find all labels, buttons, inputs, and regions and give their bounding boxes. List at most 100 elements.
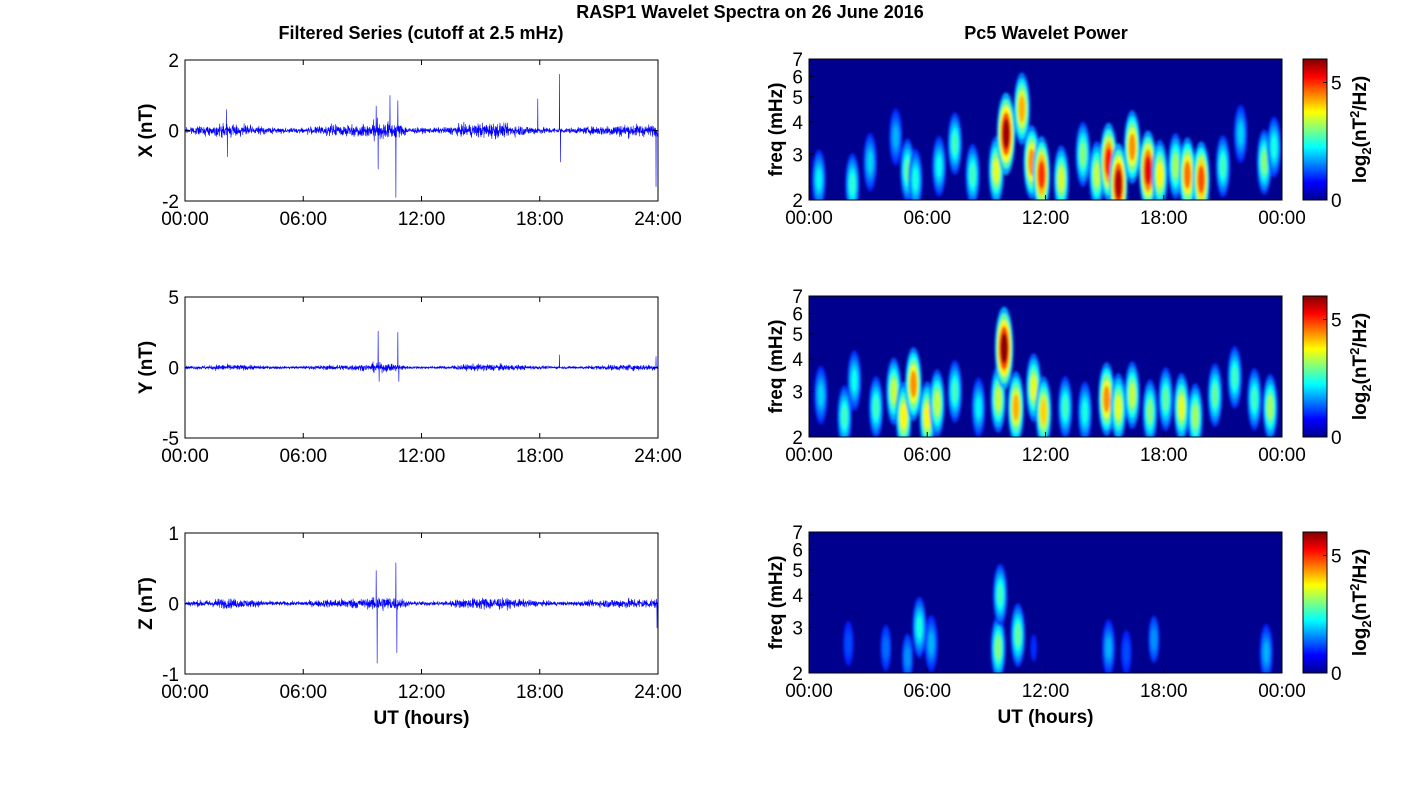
y-tick-label: 0 xyxy=(168,595,179,616)
colorbar-gradient xyxy=(1302,295,1328,438)
y-tick-label: 3 xyxy=(792,618,803,639)
power-contour xyxy=(1062,396,1069,419)
power-blob xyxy=(814,366,828,425)
power-blob xyxy=(1032,136,1051,200)
power-contour xyxy=(1263,641,1269,663)
power-contour xyxy=(1031,638,1037,658)
power-blob xyxy=(932,136,947,197)
power-contour xyxy=(1146,399,1153,424)
power-blob xyxy=(1227,346,1242,409)
power-contour xyxy=(1151,628,1157,650)
power-blob xyxy=(1110,373,1127,437)
power-contour xyxy=(1030,375,1037,401)
x-axis-label: UT (hours) xyxy=(373,708,469,729)
power-blob xyxy=(905,347,922,421)
power-blob xyxy=(1123,110,1141,184)
power-blob xyxy=(880,624,892,671)
filtered-series-panels: -2 0 2 00:00 06:00 12:00 18:00 24:00 X (nT) -5 0 5 0… xyxy=(136,51,682,729)
power-contour xyxy=(916,616,923,639)
power-blob xyxy=(1142,379,1158,437)
power-blob xyxy=(1058,376,1073,437)
y-tick-label: 2 xyxy=(168,51,179,72)
x-tick-label: 12:00 xyxy=(1022,681,1070,702)
y-axis-label: X (nT) xyxy=(136,104,157,158)
power-contour xyxy=(816,168,822,191)
y-tick-label: 1 xyxy=(168,524,179,545)
series-panel-x: -2 0 2 00:00 06:00 12:00 18:00 24:00 X (nT) xyxy=(136,51,682,230)
power-blob xyxy=(908,149,923,200)
power-blob xyxy=(1207,363,1223,427)
power-blob xyxy=(1233,104,1248,163)
power-contour xyxy=(1178,394,1185,421)
x-tick-label: 06:00 xyxy=(903,681,951,702)
y-tick-label: 0 xyxy=(168,122,179,143)
power-contour xyxy=(849,172,856,196)
power-contour xyxy=(1129,382,1136,408)
x-axis-label: UT (hours) xyxy=(997,707,1093,728)
power-contour xyxy=(1156,162,1164,188)
power-contour xyxy=(1192,404,1199,429)
power-blob xyxy=(843,621,854,666)
power-blob xyxy=(996,92,1016,176)
power-blob xyxy=(1173,373,1190,437)
x-tick-label: 18:00 xyxy=(516,446,564,467)
y-tick-label: 3 xyxy=(792,382,803,403)
power-blob xyxy=(837,385,852,437)
power-blob xyxy=(868,376,884,437)
y-tick-label: 2 xyxy=(792,191,803,212)
power-contour xyxy=(1183,161,1191,189)
y-tick-label: 0 xyxy=(168,359,179,380)
power-blob xyxy=(1178,137,1196,200)
power-blob xyxy=(990,615,1006,673)
x-tick-label: 00:00 xyxy=(785,208,833,229)
y-tick-label: 5 xyxy=(792,88,803,109)
x-tick-label: 12:00 xyxy=(1022,445,1070,466)
x-tick-label: 24:00 xyxy=(634,446,682,467)
colorbar-tick-label: 5 xyxy=(1331,547,1342,568)
power-contour xyxy=(1251,387,1258,411)
power-blob xyxy=(1030,634,1038,662)
power-contour xyxy=(1237,123,1244,145)
power-contour xyxy=(995,635,1002,660)
y-tick-label: 5 xyxy=(792,325,803,346)
series-panel-y: -5 0 5 00:00 06:00 12:00 18:00 24:00 Y (nT) xyxy=(136,288,682,467)
spectrum-background xyxy=(809,532,1282,673)
y-tick-label: 3 xyxy=(792,145,803,166)
y-axis-label: freq (mHz) xyxy=(766,556,787,650)
power-contour xyxy=(951,132,958,156)
y-tick-label: 2 xyxy=(792,664,803,685)
power-contour xyxy=(818,384,824,406)
y-tick-label: 7 xyxy=(792,523,803,544)
power-contour xyxy=(924,403,931,430)
colorbar-tick-label: 5 xyxy=(1331,311,1342,332)
x-tick-label: 18:00 xyxy=(1140,445,1188,466)
power-contour xyxy=(1105,637,1112,659)
power-contour xyxy=(910,370,917,398)
power-contour xyxy=(1014,623,1021,647)
power-contour xyxy=(1082,400,1088,424)
power-contour xyxy=(1040,398,1047,425)
x-tick-label: 00:00 xyxy=(161,209,209,230)
power-contour xyxy=(1018,95,1026,123)
power-blob xyxy=(1010,603,1026,667)
power-contour xyxy=(890,378,897,404)
power-blob xyxy=(863,132,877,192)
x-tick-label: 00:00 xyxy=(1258,208,1306,229)
power-blob xyxy=(1192,141,1210,200)
power-contour xyxy=(951,379,958,403)
power-blob xyxy=(1262,374,1278,437)
power-blob xyxy=(845,153,860,200)
power-contour xyxy=(1267,395,1274,420)
power-contour xyxy=(995,386,1002,412)
x-tick-label: 18:00 xyxy=(516,682,564,703)
y-tick-label: 6 xyxy=(792,304,803,325)
power-blob xyxy=(901,633,914,673)
colorbar-label: log2(nT2/Hz) xyxy=(1347,313,1374,420)
power-blob xyxy=(1077,381,1092,437)
power-contour xyxy=(883,637,889,658)
series-line-z xyxy=(184,562,659,664)
